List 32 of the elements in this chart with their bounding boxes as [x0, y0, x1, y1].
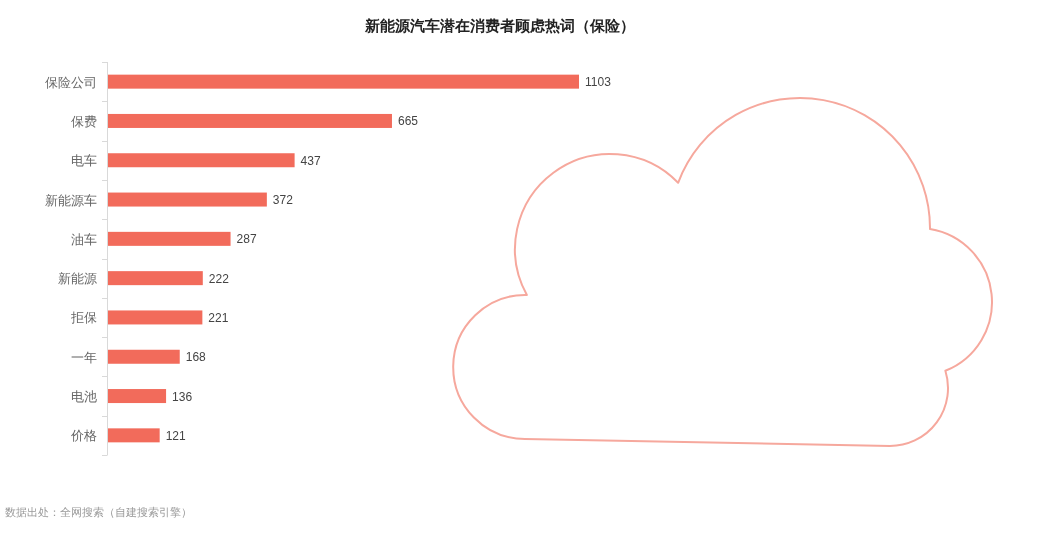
bar — [108, 153, 295, 168]
data-label: 372 — [272, 193, 294, 208]
bar — [108, 310, 203, 325]
bar — [108, 231, 231, 246]
bar — [108, 389, 167, 404]
bar — [108, 74, 579, 89]
y-tick-label: 保险公司 — [45, 74, 97, 90]
y-tick-label: 电池 — [71, 389, 97, 405]
bar — [108, 428, 160, 443]
data-label: 287 — [236, 232, 257, 247]
data-label: 168 — [185, 350, 207, 365]
data-label: 121 — [165, 428, 187, 443]
data-label: 222 — [208, 271, 230, 286]
y-tick-label: 油车 — [71, 231, 97, 247]
y-tick-label: 一年 — [71, 349, 97, 365]
y-tick-label: 新能源车 — [45, 192, 97, 208]
bar — [108, 349, 180, 364]
bar — [108, 192, 267, 207]
data-label: 437 — [300, 153, 321, 168]
data-label: 1103 — [585, 75, 612, 90]
data-label: 136 — [172, 389, 193, 404]
y-tick-label: 新能源 — [58, 271, 97, 287]
y-tick-label: 价格 — [70, 428, 97, 444]
data-label: 665 — [397, 114, 419, 129]
data-label: 221 — [208, 310, 229, 325]
y-tick-label: 拒保 — [70, 310, 97, 326]
y-tick-label: 保费 — [71, 113, 97, 129]
bar — [108, 271, 203, 286]
y-tick-label: 电车 — [71, 153, 97, 169]
chart-title: 新能源汽车潜在消费者顾虑热词（保险） — [364, 17, 635, 34]
bar — [108, 113, 392, 128]
text: 数据出处：全网搜索（自建搜索引擎） — [5, 506, 192, 518]
